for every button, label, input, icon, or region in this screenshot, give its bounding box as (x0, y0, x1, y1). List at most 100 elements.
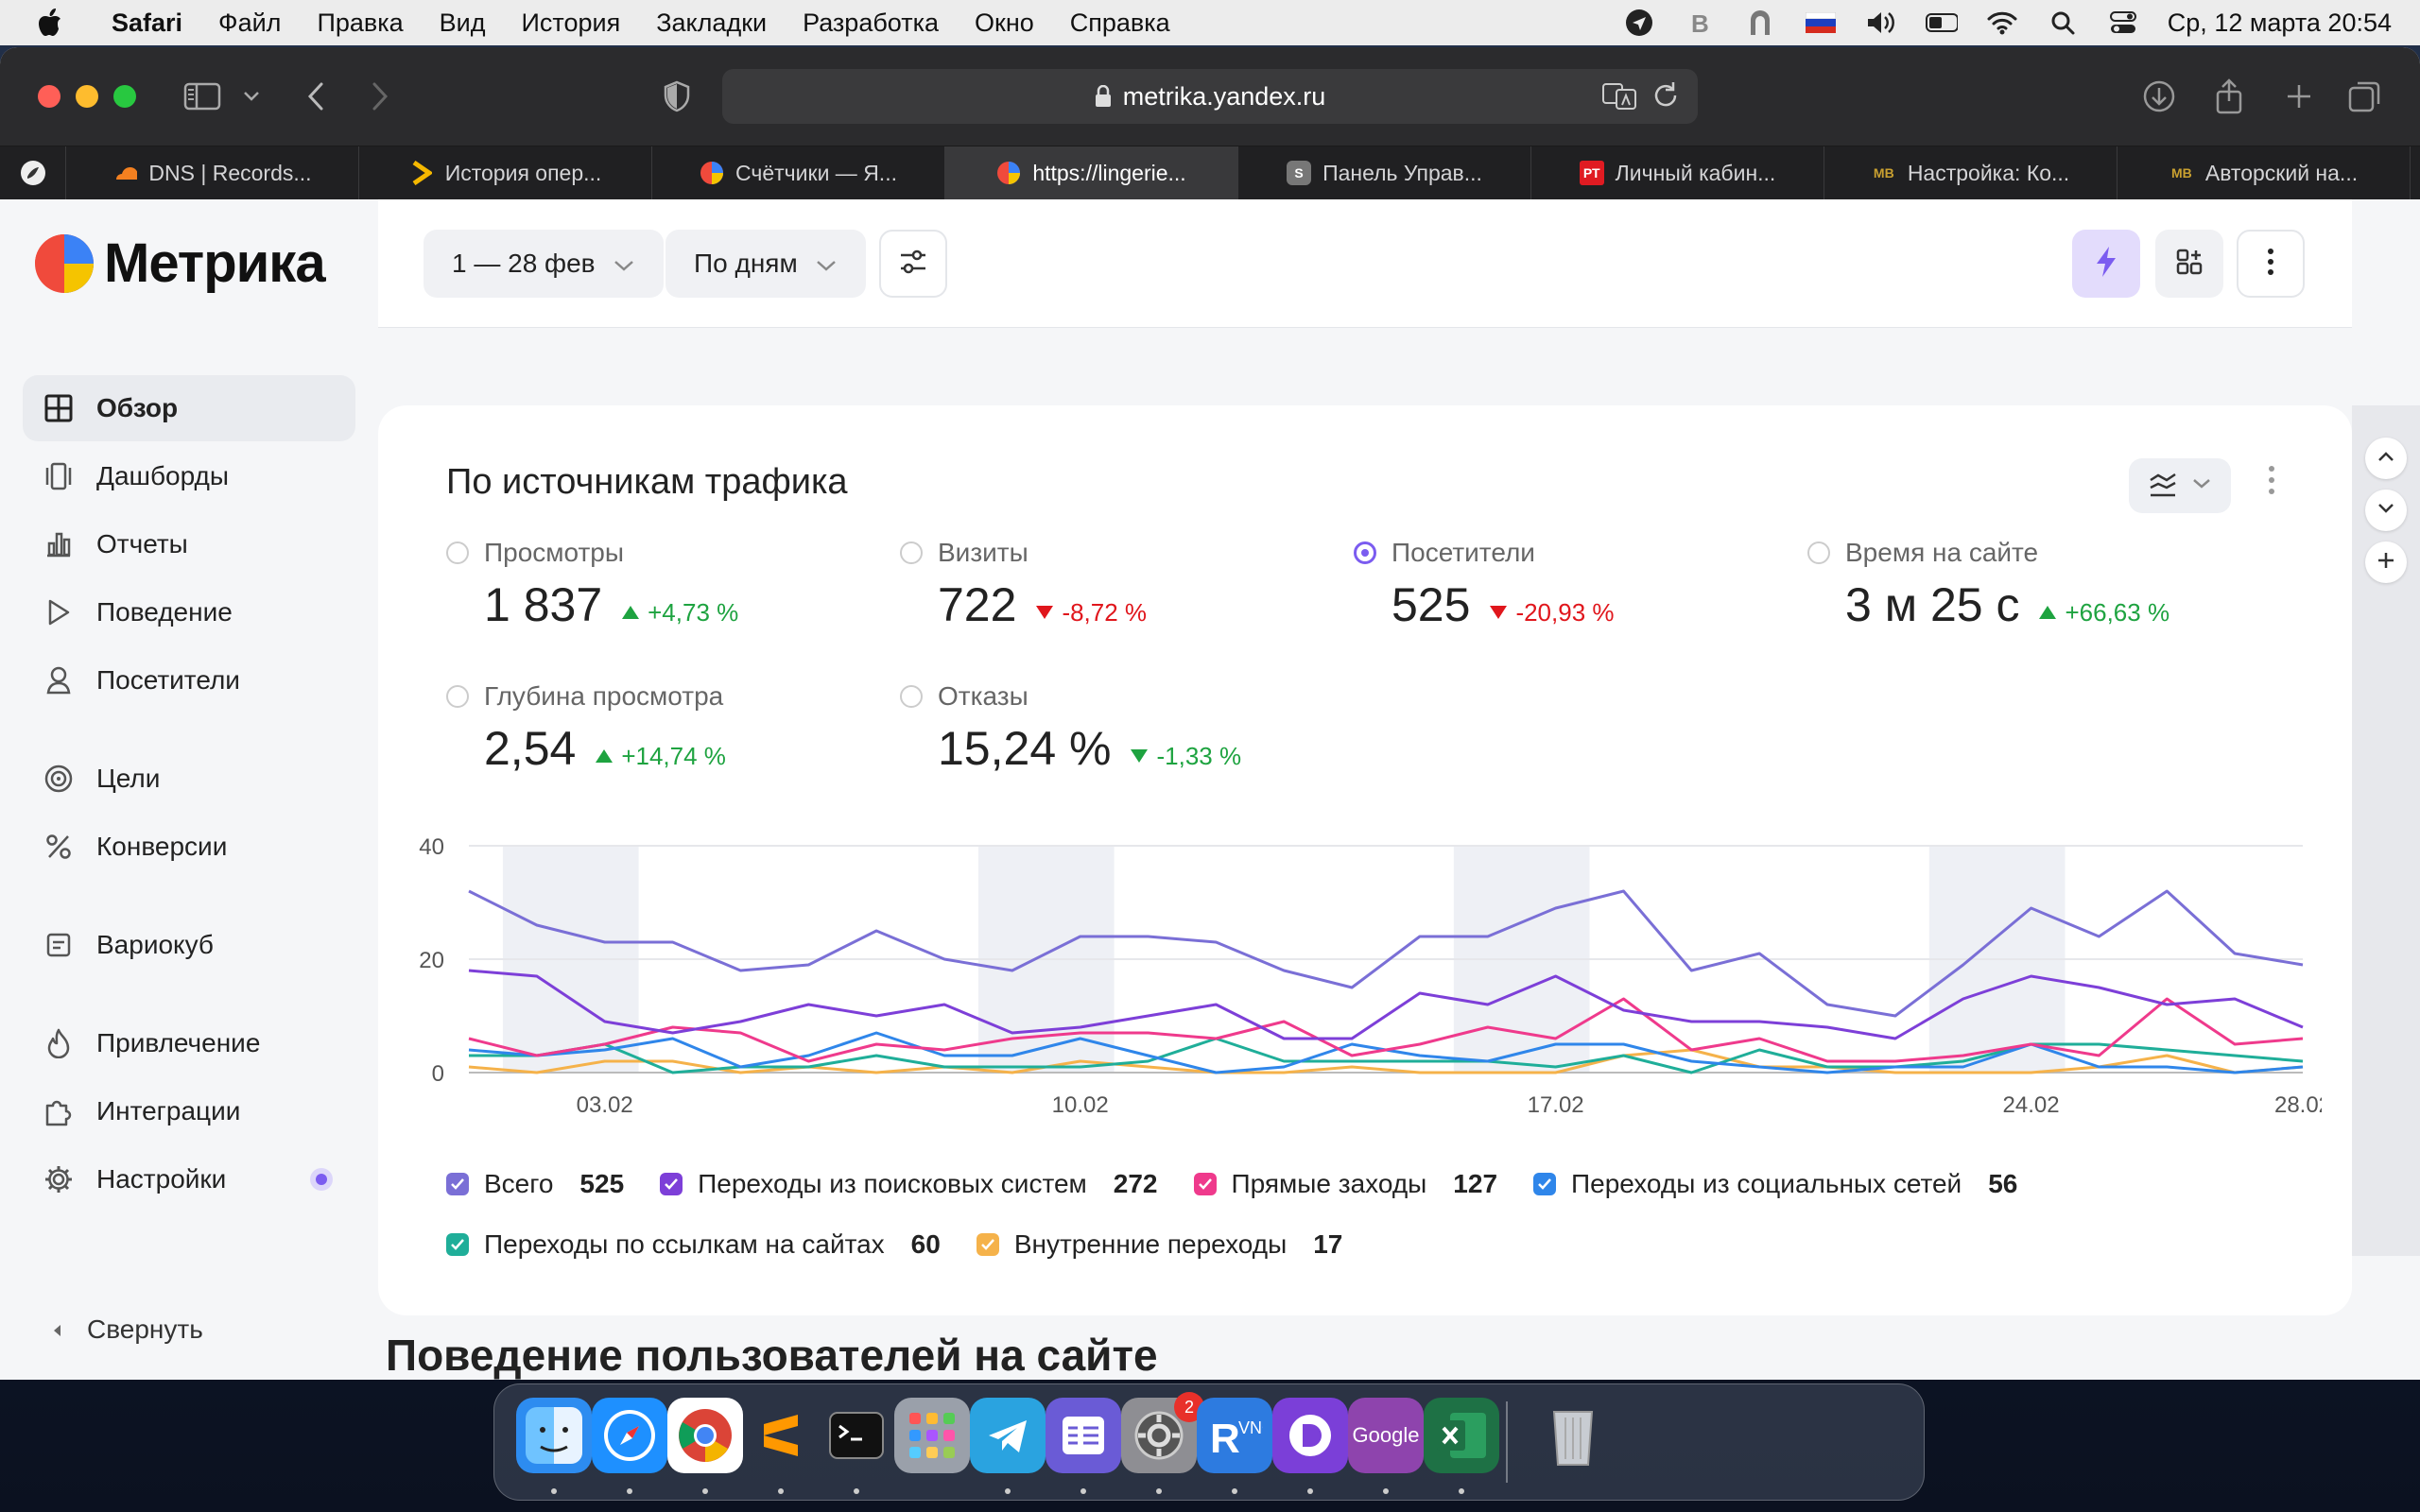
more-menu-button[interactable] (2237, 230, 2305, 298)
metric-4[interactable]: Глубина просмотра 2,54 +14,74 % (446, 681, 881, 776)
menu-view[interactable]: Вид (439, 8, 486, 37)
wifi-icon[interactable] (1986, 7, 2018, 39)
metric-radio[interactable] (446, 685, 469, 708)
sidebar-item-conversions[interactable]: Конверсии (23, 814, 355, 880)
zoom-window-button[interactable] (113, 85, 136, 108)
minimize-window-button[interactable] (76, 85, 98, 108)
files-icon[interactable] (1046, 1398, 1121, 1473)
vnc-icon[interactable]: RVNC (1197, 1398, 1272, 1473)
add-button[interactable] (2365, 541, 2407, 583)
legend-item[interactable]: Переходы из поисковых систем 272 (660, 1169, 1158, 1199)
finder-icon[interactable] (516, 1398, 592, 1473)
telegram-icon[interactable] (970, 1398, 1046, 1473)
sidebar-item-reports[interactable]: Отчеты (23, 511, 355, 577)
forward-icon[interactable] (359, 76, 401, 117)
period-selector[interactable]: 1 — 28 фев (424, 230, 664, 298)
back-icon[interactable] (295, 76, 337, 117)
chrome-icon[interactable] (667, 1398, 743, 1473)
metrika-logo[interactable]: Метрика (34, 232, 326, 295)
checkbox-checked-icon[interactable] (660, 1173, 683, 1195)
move-up-button[interactable] (2365, 438, 2407, 479)
sublime-icon[interactable] (743, 1398, 819, 1473)
checkbox-checked-icon[interactable] (1193, 1173, 1217, 1195)
sidebar-item-overview[interactable]: Обзор (23, 375, 355, 441)
filters-settings-button[interactable] (879, 230, 947, 298)
apple-icon[interactable] (38, 9, 83, 37)
metric-0[interactable]: Просмотры 1 837 +4,73 % (446, 538, 881, 632)
excel-icon[interactable] (1424, 1398, 1499, 1473)
safari-icon[interactable] (592, 1398, 667, 1473)
quick-insights-button[interactable] (2072, 230, 2140, 298)
move-down-button[interactable] (2365, 490, 2407, 531)
menu-file[interactable]: Файл (218, 8, 282, 37)
sidebar-item-integrations[interactable]: Интеграции (23, 1078, 355, 1144)
menu-window[interactable]: Окно (975, 8, 1034, 37)
chevron-down-icon[interactable] (231, 76, 272, 117)
sidebar-item-settings[interactable]: Настройки (23, 1146, 355, 1212)
metric-3[interactable]: Время на сайте 3 м 25 с +66,63 % (1807, 538, 2242, 632)
metric-5[interactable]: Отказы 15,24 % -1,33 % (900, 681, 1335, 776)
checkbox-checked-icon[interactable] (1533, 1173, 1557, 1195)
sidebar-item-variocube[interactable]: Вариокуб (23, 912, 355, 978)
tab-overview-icon[interactable] (2344, 76, 2386, 117)
menu-clock[interactable]: Ср, 12 марта 20:54 (2167, 8, 2392, 37)
tab-control-panel[interactable]: S Панель Управ... (1238, 146, 1531, 199)
new-tab-icon[interactable] (2278, 76, 2320, 117)
legend-item[interactable]: Переходы по ссылкам на сайтах 60 (446, 1229, 941, 1260)
arch-status-icon[interactable] (1744, 7, 1776, 39)
add-widget-button[interactable] (2155, 230, 2223, 298)
sidebar-item-dashboards[interactable]: Дашборды (23, 443, 355, 509)
metric-radio[interactable] (446, 541, 469, 564)
metric-2[interactable]: Посетители 525 -20,93 % (1354, 538, 1789, 632)
checkbox-checked-icon[interactable] (976, 1233, 999, 1256)
chart-type-selector[interactable] (2129, 458, 2231, 513)
trash-icon[interactable] (1535, 1398, 1611, 1473)
menu-edit[interactable]: Правка (317, 8, 404, 37)
address-bar[interactable]: metrika.yandex.ru (722, 69, 1698, 124)
grouping-selector[interactable]: По дням (666, 230, 866, 298)
menu-help[interactable]: Справка (1069, 8, 1170, 37)
checkbox-checked-icon[interactable] (446, 1233, 469, 1256)
translate-icon[interactable] (1601, 78, 1637, 119)
sidebar-item-acquisition[interactable]: Привлечение (23, 1010, 355, 1076)
downloads-icon[interactable] (2138, 76, 2180, 117)
tab-settings-mb[interactable]: MB Настройка: Ко... (1824, 146, 2118, 199)
metric-radio[interactable] (900, 685, 923, 708)
tab-dns-records[interactable]: DNS | Records... (66, 146, 359, 199)
legend-item[interactable]: Внутренние переходы 17 (976, 1229, 1342, 1260)
launchpad-icon[interactable] (894, 1398, 970, 1473)
collapse-sidebar-button[interactable]: Свернуть (51, 1314, 203, 1345)
d-app-icon[interactable] (1272, 1398, 1348, 1473)
legend-item[interactable]: Переходы из социальных сетей 56 (1533, 1169, 2017, 1199)
sidebar-item-visitors[interactable]: Посетители (23, 647, 355, 713)
reload-icon[interactable] (1651, 78, 1681, 119)
volume-icon[interactable] (1865, 7, 1897, 39)
sidebar-item-behavior[interactable]: Поведение (23, 579, 355, 645)
tab-lingerie-active[interactable]: https://lingerie... (945, 146, 1238, 199)
google-app-icon[interactable]: Google (1348, 1398, 1424, 1473)
b-status-icon[interactable]: B (1684, 7, 1716, 39)
spotlight-search-icon[interactable] (2047, 7, 2079, 39)
privacy-shield-icon[interactable] (656, 76, 698, 117)
pinned-tab[interactable] (0, 146, 66, 199)
sidebar-toggle-icon[interactable] (182, 76, 223, 117)
tab-author-mb[interactable]: MB Авторский на... (2118, 146, 2411, 199)
menu-bookmarks[interactable]: Закладки (656, 8, 768, 37)
close-window-button[interactable] (38, 85, 60, 108)
menu-app-name[interactable]: Safari (112, 8, 183, 37)
russian-flag-icon[interactable] (1805, 7, 1837, 39)
legend-item[interactable]: Прямые заходы 127 (1193, 1169, 1497, 1199)
tab-account[interactable]: РТ Личный кабин... (1531, 146, 1824, 199)
sidebar-item-goals[interactable]: Цели (23, 746, 355, 812)
menu-history[interactable]: История (521, 8, 621, 37)
legend-item[interactable]: Всего 525 (446, 1169, 624, 1199)
metric-radio[interactable] (1807, 541, 1830, 564)
menu-develop[interactable]: Разработка (803, 8, 940, 37)
tab-counters[interactable]: Счётчики — Я... (652, 146, 945, 199)
widget-more-button[interactable] (2267, 464, 2276, 501)
metric-radio[interactable] (900, 541, 923, 564)
control-center-icon[interactable] (2107, 7, 2139, 39)
settings-icon[interactable]: 2 (1121, 1392, 1204, 1473)
metric-radio[interactable] (1354, 541, 1376, 564)
location-status-icon[interactable] (1623, 7, 1655, 39)
